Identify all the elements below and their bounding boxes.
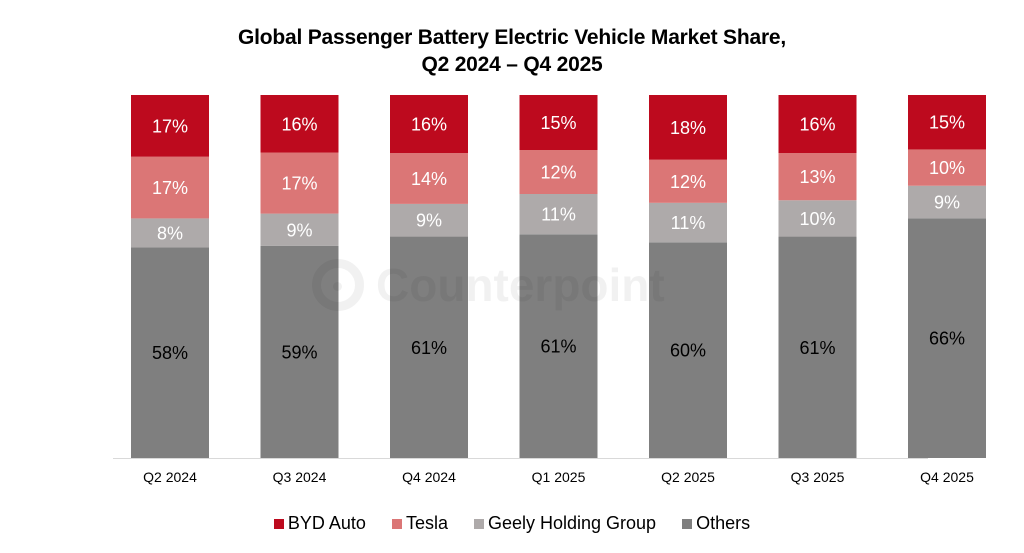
bar-stack-q1-2025: 61% 11% 12% 15% <box>519 95 598 458</box>
data-label-byd-auto: 16% <box>281 114 317 134</box>
x-tick-label: Q1 2025 <box>532 469 586 485</box>
data-label-geely-holding-group: 11% <box>671 213 706 233</box>
data-label-byd-auto: 15% <box>540 113 576 133</box>
bar-segment-tesla <box>649 159 727 203</box>
legend: BYD Auto Tesla Geely Holding Group Others <box>0 513 1024 534</box>
data-label-tesla: 14% <box>411 169 447 189</box>
legend-label: Others <box>696 513 751 533</box>
bar-segment-others <box>390 236 468 458</box>
bar-segment-others <box>908 218 986 458</box>
data-label-others: 60% <box>670 341 706 361</box>
bar-stack-q2-2025: 60% 11% 12% 18% <box>649 95 727 458</box>
data-label-others: 58% <box>152 343 188 363</box>
bar-segment-tesla <box>390 153 468 204</box>
data-label-geely-holding-group: 8% <box>157 223 183 243</box>
chart-title-line2: Q2 2024 – Q4 2025 <box>421 53 603 76</box>
data-label-others: 59% <box>281 342 317 362</box>
bar-segment-tesla <box>131 156 209 219</box>
legend-swatch-icon <box>473 518 484 529</box>
bar-segment-others <box>131 247 209 458</box>
legend-swatch-icon <box>391 518 402 529</box>
legend-item-others: Others <box>682 513 750 534</box>
legend-swatch-icon <box>273 518 284 529</box>
data-label-geely-holding-group: 11% <box>541 205 576 225</box>
bar-segment-byd-auto <box>778 95 857 154</box>
bar-segment-others <box>649 242 727 458</box>
bar-stack-q2-2024: 58% 8% 17% 17% <box>131 95 209 458</box>
bar-segment-others <box>519 234 598 458</box>
bars-layer: 58% 8% 17% 17% 59% 9% 17% 16% 61% 9% 14% 16% 61% 11% 1… <box>131 95 986 458</box>
data-label-others: 61% <box>540 337 576 357</box>
x-tick-labels: Q2 2024 Q3 2024 Q4 2024 Q1 2025 Q2 2025 Q3 20… <box>143 469 974 485</box>
bar-segment-geely-holding-group <box>778 200 857 237</box>
data-label-byd-auto: 16% <box>411 115 447 135</box>
chart-title-line1: Global Passenger Battery Electric Vehicl… <box>237 26 787 49</box>
bar-segment-tesla <box>260 152 339 214</box>
chart-title: Global Passenger Battery Electric Vehicl… <box>0 24 1024 78</box>
legend-item-geely-holding-group: Geely Holding Group <box>473 513 657 534</box>
x-tick-label: Q2 2024 <box>143 469 197 485</box>
bar-segment-others <box>260 245 339 458</box>
bar-segment-tesla <box>519 150 598 194</box>
bar-segment-byd-auto <box>260 95 339 153</box>
bar-segment-geely-holding-group <box>649 202 727 243</box>
data-label-geely-holding-group: 9% <box>286 220 312 240</box>
bar-segment-geely-holding-group <box>390 203 468 237</box>
bar-segment-geely-holding-group <box>131 218 209 248</box>
x-tick-label: Q3 2024 <box>273 469 327 485</box>
bar-stack-q3-2024: 59% 9% 17% 16% <box>260 95 339 458</box>
bar-segment-geely-holding-group <box>260 213 339 246</box>
bar-segment-geely-holding-group <box>908 185 986 219</box>
bar-stack-q4-2025: 66% 9% 10% 15% <box>908 95 986 458</box>
legend-label: Geely Holding Group <box>487 513 657 533</box>
legend-item-byd-auto: BYD Auto <box>273 513 366 534</box>
data-label-geely-holding-group: 10% <box>799 209 835 229</box>
data-label-tesla: 17% <box>152 178 188 198</box>
data-label-others: 66% <box>929 329 965 349</box>
data-label-others: 61% <box>799 338 835 358</box>
data-label-byd-auto: 15% <box>929 113 965 133</box>
bar-segment-byd-auto <box>390 95 468 154</box>
legend-label: BYD Auto <box>287 513 366 533</box>
bar-segment-byd-auto <box>131 95 209 157</box>
x-tick-label: Q2 2025 <box>661 469 715 485</box>
x-tick-label: Q3 2025 <box>791 469 845 485</box>
bar-stack-q4-2024: 61% 9% 14% 16% <box>390 95 468 458</box>
bar-segment-tesla <box>908 149 986 186</box>
legend-item-tesla: Tesla <box>391 513 448 534</box>
data-label-tesla: 12% <box>670 172 706 192</box>
bar-segment-tesla <box>778 153 857 201</box>
data-label-tesla: 17% <box>281 174 317 194</box>
data-label-others: 61% <box>411 338 447 358</box>
data-label-geely-holding-group: 9% <box>416 211 442 231</box>
data-label-byd-auto: 18% <box>670 118 706 138</box>
legend-swatch-icon <box>682 518 693 529</box>
data-label-geely-holding-group: 9% <box>934 193 960 213</box>
data-label-byd-auto: 17% <box>152 116 188 136</box>
bar-stack-q3-2025: 61% 10% 13% 16% <box>778 95 857 458</box>
data-label-tesla: 10% <box>929 158 965 178</box>
data-label-tesla: 12% <box>540 163 576 183</box>
bar-segment-byd-auto <box>519 95 598 150</box>
data-label-byd-auto: 16% <box>799 115 835 135</box>
bar-segment-geely-holding-group <box>519 194 598 235</box>
data-label-tesla: 13% <box>799 167 835 187</box>
bar-segment-others <box>778 236 857 458</box>
bar-segment-byd-auto <box>649 95 727 160</box>
bar-segment-byd-auto <box>908 95 986 150</box>
x-tick-label: Q4 2024 <box>402 469 456 485</box>
x-tick-label: Q4 2025 <box>920 469 974 485</box>
legend-label: Tesla <box>405 513 448 533</box>
